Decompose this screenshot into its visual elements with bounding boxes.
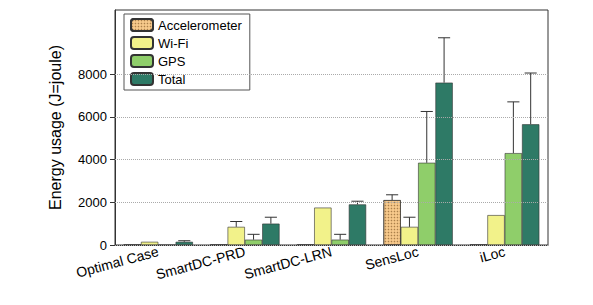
svg-text:SmartDC-PRD: SmartDC-PRD [154,243,247,282]
svg-text:iLoc: iLoc [478,243,507,265]
svg-text:0: 0 [100,238,107,253]
svg-text:SmartDC-LRN: SmartDC-LRN [242,243,333,282]
svg-text:8000: 8000 [78,67,107,82]
svg-text:Wi-Fi: Wi-Fi [158,36,188,51]
svg-text:Optimal Case: Optimal Case [74,243,160,280]
svg-text:4000: 4000 [78,152,107,167]
svg-text:Energy usage (J=joule): Energy usage (J=joule) [47,45,64,210]
svg-text:Total: Total [158,72,186,87]
svg-text:6000: 6000 [78,109,107,124]
svg-text:2000: 2000 [78,195,107,210]
svg-text:GPS: GPS [158,54,186,69]
svg-text:SensLoc: SensLoc [363,243,420,273]
svg-text:Accelerometer: Accelerometer [158,18,242,33]
